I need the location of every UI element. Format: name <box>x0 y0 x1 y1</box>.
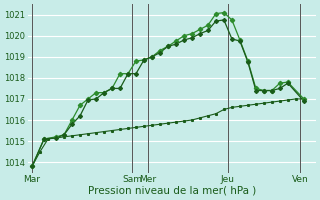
X-axis label: Pression niveau de la mer( hPa ): Pression niveau de la mer( hPa ) <box>88 186 256 196</box>
